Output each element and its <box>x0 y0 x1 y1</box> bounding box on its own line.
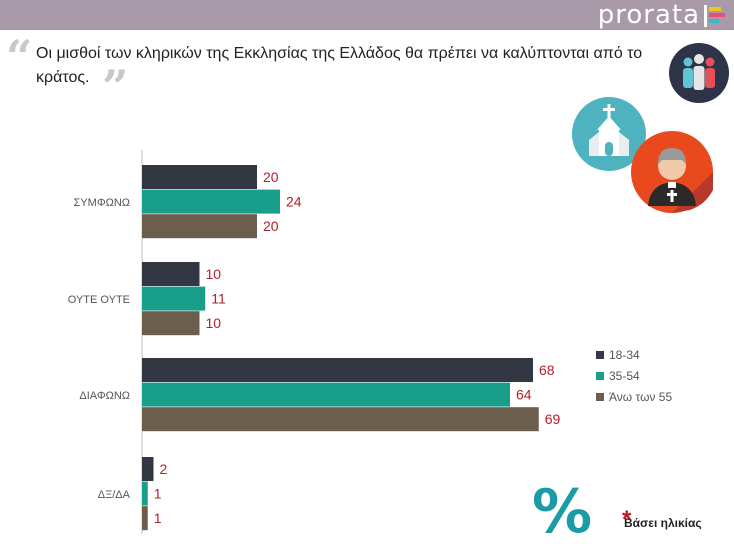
bar <box>142 481 148 506</box>
bar <box>142 262 200 286</box>
data-label: 20 <box>263 218 279 234</box>
bar <box>142 506 148 531</box>
data-label: 2 <box>160 461 168 477</box>
data-label: 1 <box>154 486 162 502</box>
legend-swatch <box>596 393 604 401</box>
people-group-icon <box>669 43 729 103</box>
footnote-text: Βάσει ηλικίας <box>624 516 702 530</box>
data-label: 10 <box>206 315 222 331</box>
category-label: ΔΞ/ΔΑ <box>98 489 131 501</box>
data-label: 68 <box>539 362 555 378</box>
brand-logo-icon <box>704 5 725 27</box>
legend-swatch <box>596 372 604 380</box>
brand-logo-text: prorata <box>597 0 700 30</box>
bar <box>142 457 154 481</box>
church-icon <box>572 97 646 171</box>
question-text: Οι μισθοί των κληρικών της Εκκλησίας της… <box>36 45 643 86</box>
legend-label: 35-54 <box>609 369 640 383</box>
legend-label: 18-34 <box>609 348 640 362</box>
category-label: ΔΙΑΦΩΝΩ <box>79 390 130 402</box>
category-label: ΣΥΜΦΩΝΩ <box>74 197 130 209</box>
bar <box>142 165 257 189</box>
header-bar: prorata <box>0 0 734 30</box>
priest-icon <box>631 131 713 213</box>
asterisk-icon: * <box>622 506 632 533</box>
bar <box>142 311 200 336</box>
data-label: 20 <box>263 169 279 185</box>
bar <box>142 214 257 239</box>
bar <box>142 407 539 432</box>
bar <box>142 286 206 311</box>
quote-close-icon: ” <box>102 60 129 114</box>
category-label: ΟΥΤΕ ΟΥΤΕ <box>68 294 130 306</box>
legend-swatch <box>596 351 604 359</box>
percent-icon: % <box>532 477 593 547</box>
data-label: 10 <box>206 266 222 282</box>
data-label: 1 <box>154 510 162 526</box>
data-label: 24 <box>286 194 302 210</box>
bar <box>142 189 280 214</box>
legend-label: Άνω των 55 <box>609 390 672 404</box>
bar <box>142 358 533 382</box>
data-label: 11 <box>211 291 226 307</box>
quote-open-icon: “ <box>6 30 33 84</box>
data-label: 64 <box>516 387 532 403</box>
data-label: 69 <box>545 411 561 427</box>
bar <box>142 382 510 407</box>
